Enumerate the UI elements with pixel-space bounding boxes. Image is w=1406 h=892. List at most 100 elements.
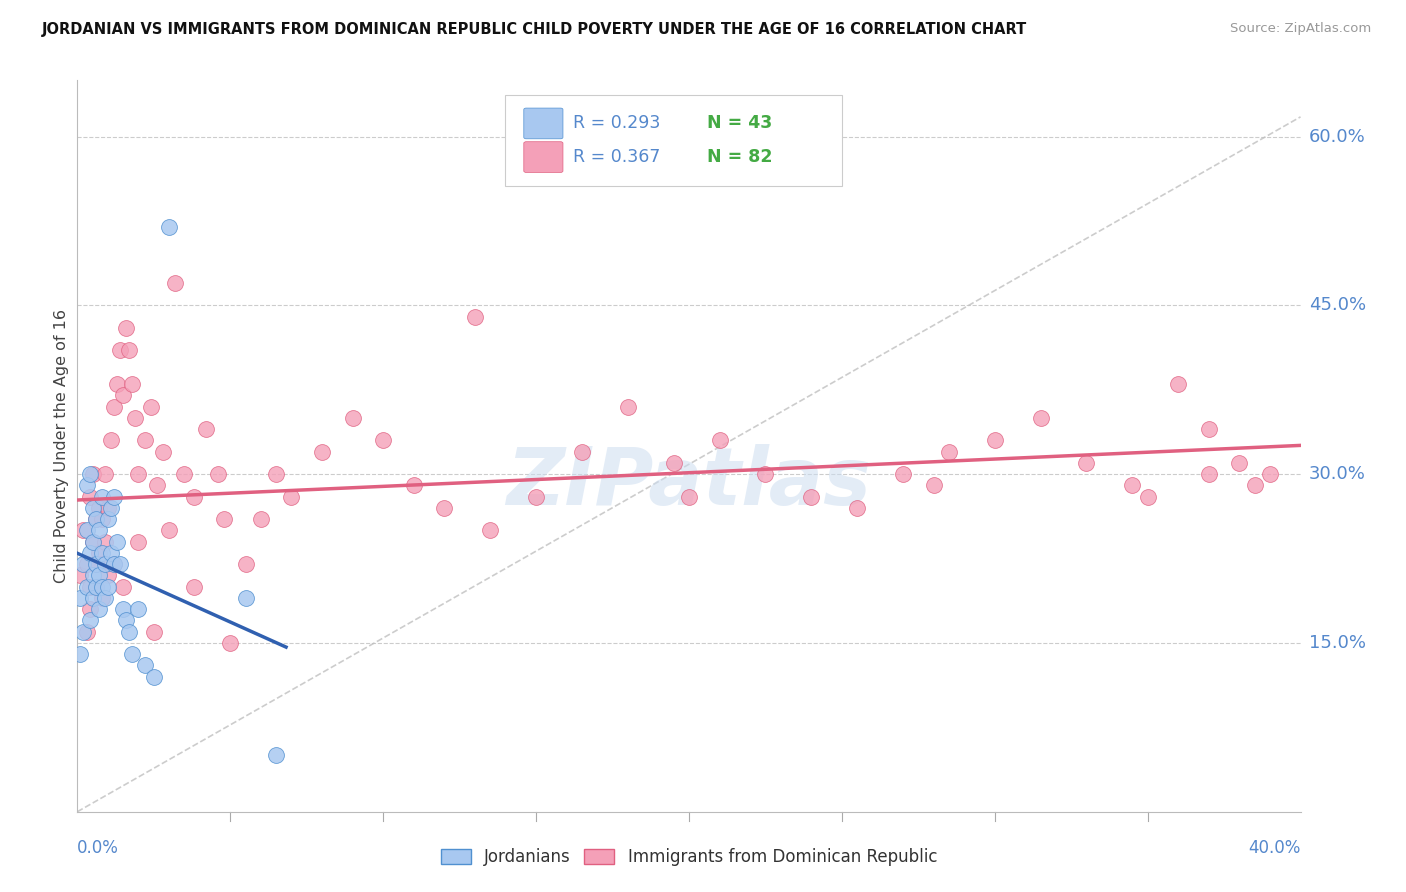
Point: [464, 310, 486, 324]
Point: [433, 500, 456, 515]
Point: [264, 467, 287, 482]
Point: [87, 524, 110, 538]
Point: [90, 580, 112, 594]
Point: [82, 467, 104, 482]
Point: [69, 647, 91, 661]
Text: R = 0.367: R = 0.367: [572, 148, 659, 166]
Point: [108, 557, 131, 571]
Point: [105, 534, 128, 549]
FancyBboxPatch shape: [524, 142, 562, 172]
Point: [800, 490, 823, 504]
Point: [571, 444, 593, 458]
Point: [82, 568, 104, 582]
Point: [103, 400, 125, 414]
Point: [103, 557, 125, 571]
Point: [157, 219, 180, 234]
Point: [97, 512, 120, 526]
Point: [678, 490, 700, 504]
Point: [235, 557, 257, 571]
Point: [72, 524, 94, 538]
Point: [72, 624, 94, 639]
Legend: Jordanians, Immigrants from Dominican Republic: Jordanians, Immigrants from Dominican Re…: [434, 841, 943, 873]
Point: [212, 512, 235, 526]
Point: [524, 490, 547, 504]
Point: [662, 456, 685, 470]
Point: [84, 512, 107, 526]
Point: [127, 534, 149, 549]
Point: [100, 546, 122, 560]
Point: [112, 388, 135, 402]
Point: [165, 276, 187, 290]
Point: [82, 534, 104, 549]
Point: [76, 524, 98, 538]
Point: [617, 400, 640, 414]
Point: [103, 490, 125, 504]
Point: [79, 614, 101, 628]
Point: [87, 546, 110, 560]
Point: [402, 478, 425, 492]
Point: [76, 478, 98, 492]
Point: [84, 557, 107, 571]
Point: [280, 490, 302, 504]
Point: [219, 636, 242, 650]
Text: 40.0%: 40.0%: [1249, 839, 1301, 857]
Point: [97, 500, 120, 515]
Text: N = 43: N = 43: [707, 114, 772, 132]
Point: [479, 524, 502, 538]
Point: [1167, 377, 1189, 392]
Point: [79, 490, 101, 504]
Point: [76, 580, 98, 594]
Point: [342, 410, 364, 425]
Point: [76, 624, 98, 639]
Point: [87, 500, 110, 515]
Point: [922, 478, 945, 492]
Point: [115, 321, 138, 335]
Point: [90, 557, 112, 571]
Point: [84, 580, 107, 594]
Point: [100, 434, 122, 448]
Point: [79, 546, 101, 560]
Point: [94, 557, 117, 571]
Point: [207, 467, 229, 482]
Point: [108, 343, 131, 358]
Point: [79, 467, 101, 482]
Point: [183, 490, 205, 504]
Point: [1198, 422, 1220, 436]
Point: [250, 512, 273, 526]
Point: [1198, 467, 1220, 482]
Point: [115, 614, 138, 628]
Point: [84, 557, 107, 571]
Point: [1029, 410, 1052, 425]
Point: [90, 490, 112, 504]
Point: [709, 434, 731, 448]
Point: [235, 591, 257, 605]
Point: [157, 524, 180, 538]
Point: [121, 377, 143, 392]
Point: [112, 580, 135, 594]
Point: [94, 467, 117, 482]
Point: [152, 444, 174, 458]
Point: [82, 591, 104, 605]
Point: [90, 591, 112, 605]
Point: [134, 658, 156, 673]
Point: [1076, 456, 1098, 470]
Point: [146, 478, 169, 492]
Point: [183, 580, 205, 594]
Point: [84, 580, 107, 594]
Point: [142, 670, 165, 684]
Point: [938, 444, 960, 458]
Point: [118, 343, 141, 358]
Point: [1243, 478, 1265, 492]
Point: [87, 568, 110, 582]
Point: [79, 580, 101, 594]
Text: JORDANIAN VS IMMIGRANTS FROM DOMINICAN REPUBLIC CHILD POVERTY UNDER THE AGE OF 1: JORDANIAN VS IMMIGRANTS FROM DOMINICAN R…: [42, 22, 1028, 37]
Point: [124, 410, 146, 425]
Point: [100, 500, 122, 515]
Point: [264, 748, 287, 763]
Text: ZIPatlas: ZIPatlas: [506, 443, 872, 522]
Point: [105, 377, 128, 392]
Point: [1136, 490, 1159, 504]
Point: [79, 602, 101, 616]
Point: [891, 467, 914, 482]
Point: [846, 500, 869, 515]
